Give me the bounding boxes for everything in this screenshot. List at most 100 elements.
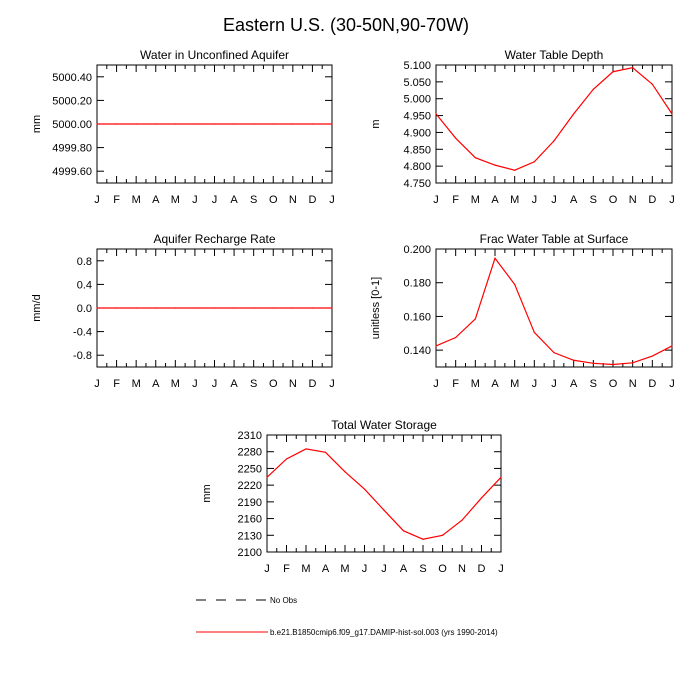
- panel-frac-water-table-at-surface-series-line: [435, 256, 673, 366]
- panel-aquifer-recharge-rate-xtick-label: O: [269, 378, 278, 390]
- panel-aquifer-recharge-rate-data-point: [155, 307, 157, 309]
- panel-frac-water-table-at-surface-data-point: [533, 331, 535, 334]
- panel-water-in-unconfined-aquifer-xtick-label: S: [250, 194, 257, 206]
- panel-total-water-storage-xtick-label: D: [478, 563, 486, 575]
- panel-total-water-storage-frame: [266, 434, 502, 553]
- panel-water-in-unconfined-aquifer-data-point: [194, 123, 196, 125]
- panel-water-table-depth-title: Water Table Depth: [505, 48, 604, 62]
- panel-water-table-depth-xtick-label: J: [433, 194, 439, 206]
- panel-aquifer-recharge-rate-data-point: [213, 307, 216, 309]
- panel-frac-water-table-at-surface-ytick-label: 0.140: [403, 345, 431, 357]
- panel-water-table-depth-data-point: [651, 83, 653, 85]
- panel-frac-water-table-at-surface-title: Frac Water Table at Surface: [480, 232, 629, 246]
- panel-aquifer-recharge-rate-data-point: [233, 307, 235, 309]
- panel-water-table-depth-data-point: [435, 113, 437, 115]
- panel-frac-water-table-at-surface-xtick-label: J: [532, 378, 538, 390]
- panel-frac-water-table-at-surface-data-point: [573, 359, 575, 361]
- panel-frac-water-table-at-surface: Frac Water Table at Surface unitless [0-1…: [370, 232, 675, 390]
- panel-frac-water-table-at-surface-xtick-label: N: [629, 378, 637, 390]
- panel-aquifer-recharge-rate-xtick-label: J: [212, 378, 218, 390]
- panel-water-table-depth-ytick-label: 4.900: [403, 127, 431, 139]
- panel-water-table-depth-xtick-label: A: [491, 194, 499, 206]
- panel-total-water-storage-ytick-label: 2280: [238, 447, 262, 459]
- panel-total-water-storage-xtick-label: M: [301, 563, 310, 575]
- panel-total-water-storage-data-point: [461, 519, 463, 521]
- panel-water-in-unconfined-aquifer-xtick-label: J: [94, 194, 100, 206]
- panel-aquifer-recharge-rate-ylabel: mm/d: [31, 294, 43, 322]
- panel-water-table-depth-ylabel: m: [370, 119, 382, 128]
- legend-label-model: b.e21.B1850cmip6.f09_g17.DAMIP-hist-sol.…: [270, 628, 498, 637]
- panel-aquifer-recharge-rate-xtick-label: J: [94, 378, 100, 390]
- panel-water-in-unconfined-aquifer-ytick-label: 4999.80: [52, 143, 92, 155]
- panel-water-table-depth: Water Table Depth m 4.750 4.800 4.850 4.900 4.…: [370, 48, 675, 206]
- panel-frac-water-table-at-surface-xtick-label: O: [609, 378, 618, 390]
- panel-frac-water-table-at-surface-xtick-label: A: [570, 378, 578, 390]
- panel-water-table-depth-data-point: [612, 71, 614, 73]
- panel-total-water-storage: Total Water Storage mm 2100 2130 2160 2190 222…: [201, 418, 504, 575]
- legend-label-no-obs: No Obs: [270, 596, 297, 605]
- panel-total-water-storage-xtick-label: J: [498, 563, 504, 575]
- panel-water-in-unconfined-aquifer-data-point: [253, 123, 255, 125]
- panel-aquifer-recharge-rate-data-point: [292, 307, 294, 309]
- panel-water-in-unconfined-aquifer-ytick-label: 5000.00: [52, 119, 92, 131]
- panel-total-water-storage-xtick-label: O: [438, 563, 447, 575]
- panel-aquifer-recharge-rate-data-point: [311, 307, 314, 309]
- panel-aquifer-recharge-rate-data-point: [115, 307, 118, 309]
- panel-water-table-depth-data-point: [474, 157, 476, 159]
- panel-water-in-unconfined-aquifer-data-point: [174, 123, 176, 125]
- panel-water-table-depth-data-point: [671, 113, 673, 115]
- panel-total-water-storage-ytick-label: 2160: [238, 514, 262, 526]
- panel-water-in-unconfined-aquifer: Water in Unconfined Aquifer mm 4999.60 4999…: [31, 48, 335, 206]
- panel-aquifer-recharge-rate-data-point: [331, 307, 333, 309]
- panel-water-in-unconfined-aquifer-ytick-label: 5000.40: [52, 72, 92, 84]
- panel-water-in-unconfined-aquifer-xtick-label: O: [269, 194, 278, 206]
- chart-panels: Water in Unconfined Aquifer mm 4999.60 4999…: [31, 48, 675, 575]
- panel-water-in-unconfined-aquifer-xtick-label: F: [113, 194, 120, 206]
- panel-aquifer-recharge-rate-ytick-label: -0.8: [73, 350, 92, 362]
- panel-total-water-storage-xtick-label: A: [322, 563, 330, 575]
- panel-frac-water-table-at-surface-data-point: [514, 283, 516, 285]
- panel-frac-water-table-at-surface-data-point: [553, 352, 555, 354]
- panel-water-in-unconfined-aquifer-data-point: [292, 123, 294, 125]
- panel-aquifer-recharge-rate-data-point: [272, 307, 274, 309]
- panel-water-in-unconfined-aquifer-data-point: [272, 123, 274, 125]
- panel-water-in-unconfined-aquifer-data-point: [233, 123, 235, 125]
- panel-water-table-depth-series-line: [435, 67, 673, 171]
- panel-aquifer-recharge-rate-ytick-label: 0.4: [77, 279, 92, 291]
- panel-frac-water-table-at-surface-ytick-label: 0.160: [403, 311, 431, 323]
- panel-frac-water-table-at-surface-xtick-label: D: [648, 378, 656, 390]
- panel-water-in-unconfined-aquifer-data-point: [213, 123, 216, 125]
- legend: No Obs b.e21.B1850cmip6.f09_g17.DAMIP-hi…: [196, 596, 498, 637]
- panel-water-table-depth-frame: [435, 64, 673, 184]
- panel-water-in-unconfined-aquifer-ytick-label: 4999.60: [52, 166, 92, 178]
- panel-water-table-depth-data-point: [494, 164, 496, 166]
- panel-frac-water-table-at-surface-frame: [435, 248, 673, 368]
- panel-total-water-storage-ytick-label: 2250: [238, 463, 262, 475]
- panel-aquifer-recharge-rate-data-point: [135, 307, 137, 309]
- panel-water-table-depth-data-point: [533, 161, 535, 163]
- panel-water-in-unconfined-aquifer-data-point: [311, 123, 314, 125]
- panel-total-water-storage-data-point: [480, 497, 483, 499]
- panel-total-water-storage-data-point: [383, 509, 385, 511]
- panel-water-table-depth-data-point: [573, 113, 575, 115]
- panel-aquifer-recharge-rate-ytick-label: -0.4: [73, 327, 92, 339]
- panel-water-table-depth-xtick-label: F: [452, 194, 459, 206]
- panel-total-water-storage-xtick-label: J: [362, 563, 368, 575]
- panel-aquifer-recharge-rate-xtick-label: J: [329, 378, 335, 390]
- panel-water-table-depth-ytick-label: 4.750: [403, 178, 431, 190]
- panel-water-table-depth-xtick-label: N: [629, 194, 637, 206]
- panel-water-in-unconfined-aquifer-data-point: [155, 123, 157, 125]
- panel-total-water-storage-data-point: [500, 476, 502, 478]
- panel-water-table-depth-xtick-label: J: [551, 194, 557, 206]
- panel-water-table-depth-data-point: [632, 67, 634, 69]
- panel-water-in-unconfined-aquifer-ylabel: mm: [31, 115, 43, 133]
- panel-aquifer-recharge-rate-xtick-label: S: [250, 378, 257, 390]
- panel-frac-water-table-at-surface-xtick-label: J: [551, 378, 557, 390]
- panel-total-water-storage-data-point: [305, 448, 307, 450]
- figure-title: Eastern U.S. (30-50N,90-70W): [223, 15, 469, 35]
- panel-water-in-unconfined-aquifer-xtick-label: J: [329, 194, 335, 206]
- panel-water-in-unconfined-aquifer-xtick-label: N: [289, 194, 297, 206]
- panel-water-in-unconfined-aquifer-xtick-label: M: [132, 194, 141, 206]
- panel-total-water-storage-title: Total Water Storage: [331, 418, 437, 432]
